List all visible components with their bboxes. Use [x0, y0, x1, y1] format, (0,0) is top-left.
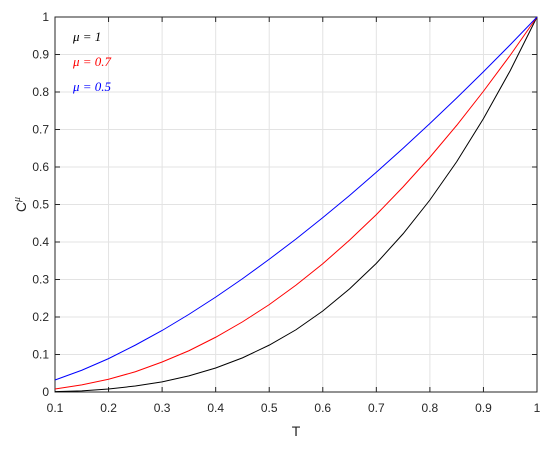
axes-box: [54, 16, 538, 393]
x-tick-label: 0.5: [261, 401, 278, 415]
legend-entry: μ = 0.7: [72, 54, 112, 69]
x-tick-label: 1: [534, 401, 541, 415]
y-tick-label: 0: [42, 385, 49, 399]
y-tick-label: 0.2: [32, 310, 49, 324]
x-tick-label: 0.1: [47, 401, 64, 415]
x-tick-label: 0.6: [314, 401, 331, 415]
legend-entry: μ = 1: [72, 29, 101, 44]
x-tick-label: 0.7: [368, 401, 385, 415]
y-tick-label: 0.4: [32, 235, 49, 249]
y-tick-label: 0.9: [32, 48, 49, 62]
x-tick-label: 0.8: [422, 401, 439, 415]
legend-entry: μ = 0.5: [72, 79, 112, 94]
series-line: [54, 16, 538, 381]
x-axis-label: T: [292, 423, 301, 439]
series-line: [54, 16, 538, 393]
y-axis-label-base: C: [13, 202, 29, 212]
y-tick-label: 0.7: [32, 123, 49, 137]
x-tick-label: 0.2: [100, 401, 117, 415]
y-tick-label: 0.1: [32, 348, 49, 362]
y-axis-label: Cμ: [12, 197, 29, 212]
x-tick-label: 0.4: [207, 401, 224, 415]
y-axis-label-sup: μ: [12, 197, 23, 203]
y-tick-label: 1: [42, 10, 49, 24]
y-tick-label: 0.6: [32, 160, 49, 174]
x-tick-label: 0.9: [475, 401, 492, 415]
series-line: [54, 16, 538, 390]
y-tick-label: 0.5: [32, 198, 49, 212]
x-tick-label: 0.3: [154, 401, 171, 415]
y-tick-label: 0.8: [32, 85, 49, 99]
y-tick-label: 0.3: [32, 273, 49, 287]
